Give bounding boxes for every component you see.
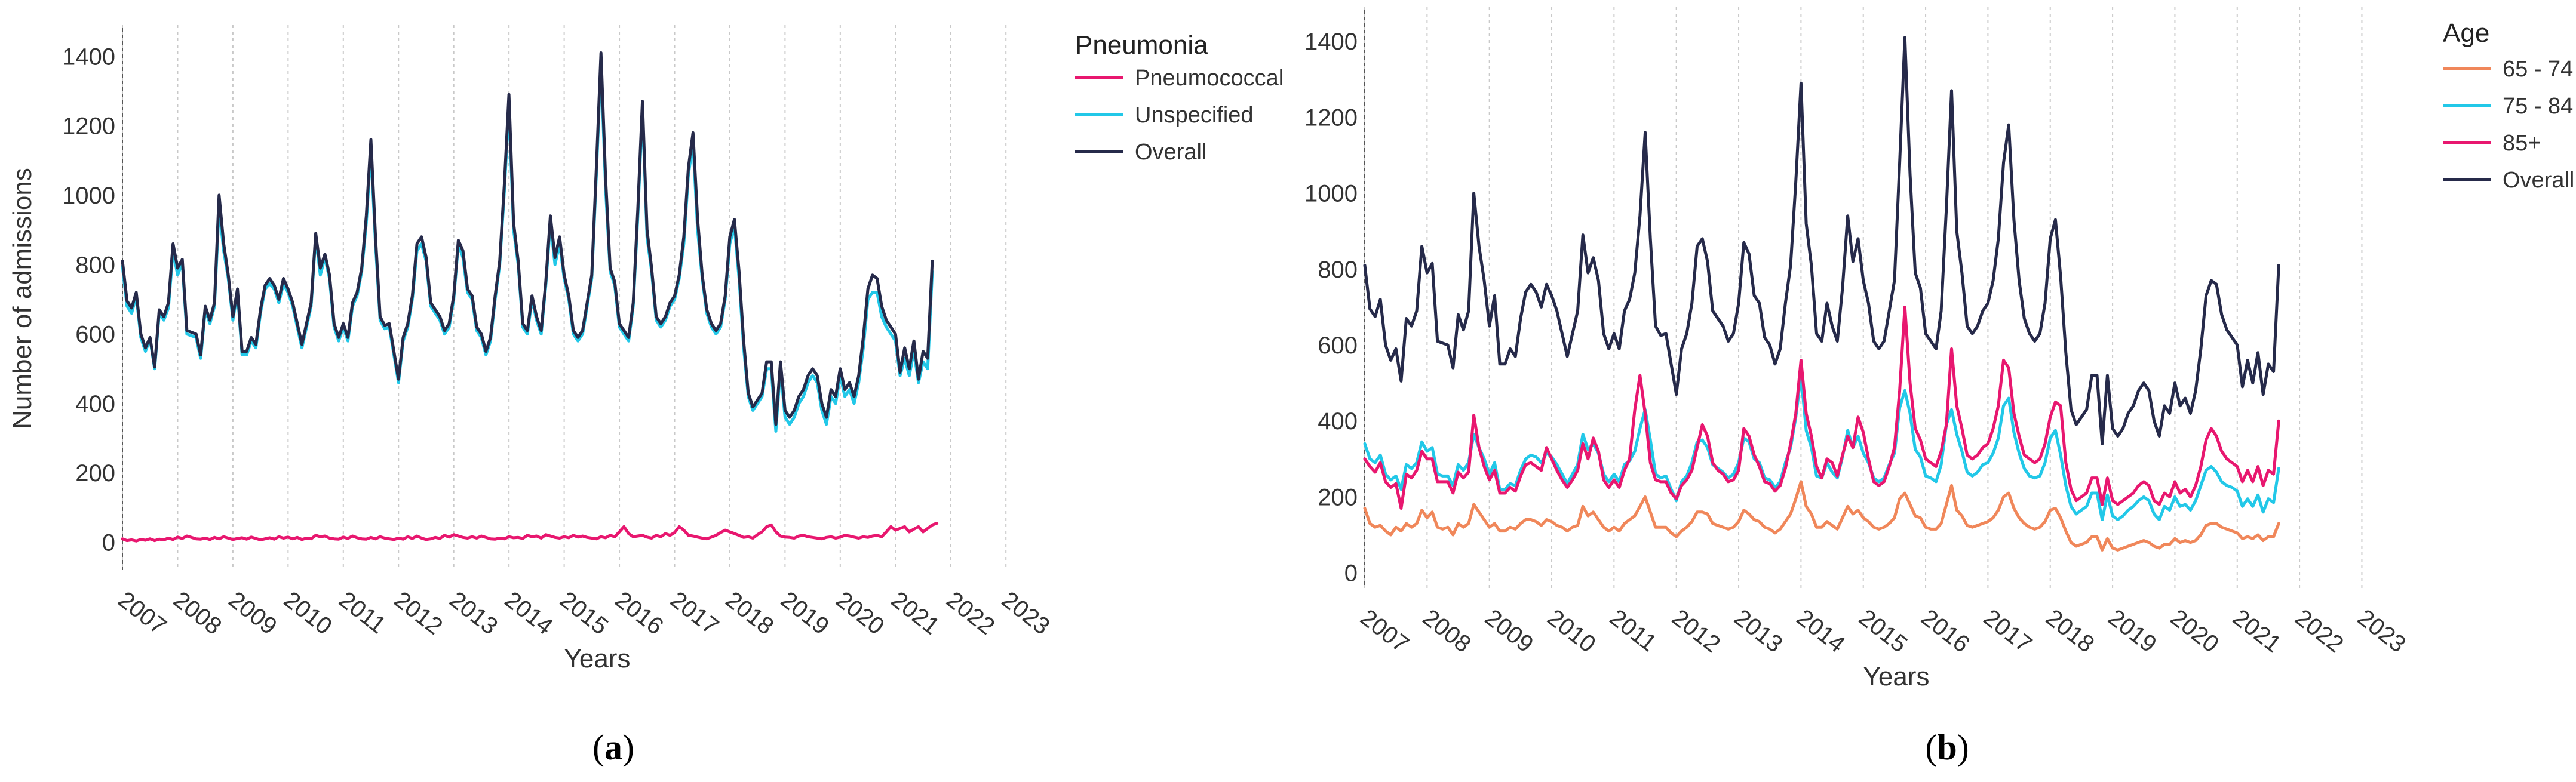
y-tick-label: 200 [75,460,115,487]
y-tick-label: 800 [75,252,115,278]
legend-title-a: Pneumonia [1075,30,1208,60]
y-tick-label: 1000 [62,183,115,209]
x-tick-label: 2017 [665,586,723,639]
legend-a: Pneumonia Pneumococcal Unspecified Overall [1075,30,1284,165]
x-tick-label: 2012 [389,586,447,639]
x-tick-label: 2013 [1729,604,1787,657]
x-tick-label: 2019 [2104,604,2161,657]
legend-label: Unspecified [1135,103,1254,128]
x-tick-label: 2017 [1979,604,2037,657]
x-tick-label: 2018 [2041,604,2099,657]
series-line-85- [1363,305,2280,510]
x-axis-title-a: Years [564,644,631,673]
x-tick-label: 2007 [113,586,171,639]
x-tick-label: 2009 [1480,604,1538,657]
x-tick-label: 2016 [1917,604,1975,657]
y-axis-title-a: Number of admissions [8,168,37,429]
x-tick-label: 2008 [168,586,226,639]
y-tick-label: 0 [1344,561,1358,587]
series-line-overall [1363,36,2280,445]
x-tick-label: 2016 [610,586,668,639]
x-tick-label: 2011 [1605,604,1662,657]
legend-label: 85+ [2503,131,2541,156]
x-tick-label: 2014 [1792,604,1850,657]
y-tick-label: 600 [75,322,115,348]
x-tick-label: 2020 [2166,604,2224,657]
x-tick-label: 2010 [279,586,337,639]
x-ticks-b: 2007 2008 2009 2010 2011 2012 2013 2014 2015 2016… [1355,604,2411,657]
x-tick-label: 2015 [1854,604,1912,657]
panel-label-b: (b) [1925,728,1969,767]
panel-label-a: (a) [592,728,634,767]
y-ticks-a: 0 200 400 600 800 1000 1200 1400 [62,44,115,556]
series-lines-a [121,51,939,543]
y-tick-label: 1400 [1304,29,1358,55]
y-tick-label: 1200 [62,113,115,140]
y-tick-label: 200 [1318,484,1358,510]
legend-label: Overall [2503,168,2574,193]
x-tick-label: 2019 [776,586,834,639]
x-tick-label: 2010 [1542,604,1600,657]
year-gridlines-a [122,25,1007,570]
x-tick-label: 2012 [1667,604,1725,657]
y-tick-label: 400 [1318,408,1358,435]
x-tick-label: 2014 [500,586,558,639]
y-tick-label: 1000 [1304,181,1358,207]
series-line-65-74 [1363,480,2280,552]
x-tick-label: 2021 [2228,604,2286,657]
x-tick-label: 2022 [2291,604,2348,657]
x-tick-label: 2023 [997,586,1055,639]
legend-label: Overall [1135,140,1206,165]
y-ticks-b: 0 200 400 600 800 1000 1200 1400 [1304,29,1358,586]
x-tick-label: 2013 [444,586,502,639]
y-tick-label: 1200 [1304,104,1358,131]
y-tick-label: 1400 [62,44,115,70]
series-line-pneumococcal [121,522,939,543]
series-line-overall [121,51,934,426]
legend-items-b: 65 - 74 75 - 84 85+ Overall [2443,57,2574,193]
x-axis-title-b: Years [1863,662,1930,691]
x-ticks-a: 2007200820092010201120122013201420152016… [113,586,1054,639]
y-tick-label: 800 [1318,257,1358,283]
x-tick-label: 2015 [555,586,613,639]
series-lines-b [1363,36,2280,552]
legend-title-b: Age [2443,19,2489,48]
legend-label: Pneumococcal [1135,66,1284,91]
legend-items-a: Pneumococcal Unspecified Overall [1075,66,1284,165]
x-tick-label: 2008 [1418,604,1476,657]
x-tick-label: 2021 [886,586,944,639]
series-line-75-84 [1363,374,2280,521]
y-tick-label: 600 [1318,332,1358,359]
x-tick-label: 2022 [941,586,999,639]
x-tick-label: 2020 [831,586,889,639]
y-tick-label: 0 [102,529,115,556]
y-tick-label: 400 [75,391,115,417]
legend-b: Age 65 - 74 75 - 84 85+ Overall [2443,19,2574,193]
legend-label: 65 - 74 [2503,57,2573,82]
x-tick-label: 2023 [2353,604,2411,657]
x-tick-label: 2018 [720,586,778,639]
year-gridlines-b [1364,7,2363,588]
x-tick-label: 2009 [223,586,281,639]
legend-label: 75 - 84 [2503,94,2573,119]
series-line-unspecified [121,61,934,433]
x-tick-label: 2007 [1355,604,1413,657]
x-tick-label: 2011 [334,586,391,639]
